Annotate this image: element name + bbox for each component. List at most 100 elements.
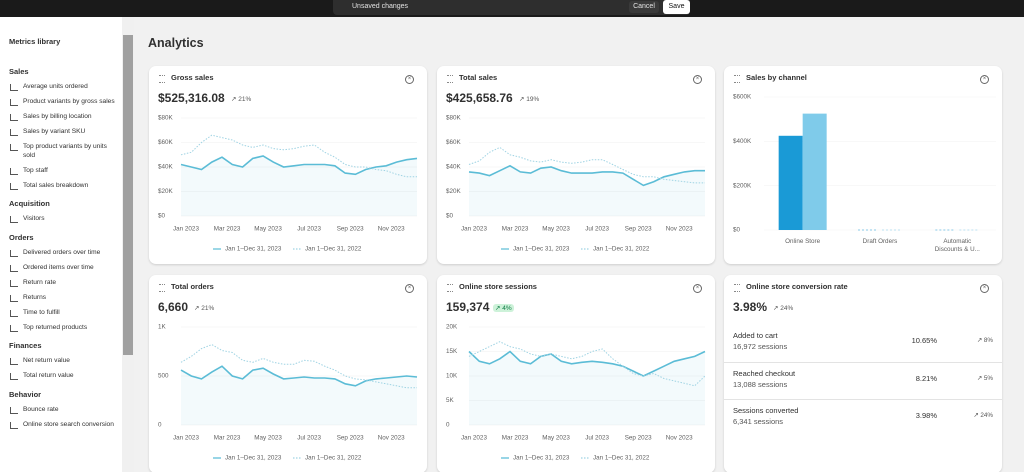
metric-item[interactable]: Net return value [10, 357, 115, 366]
line [180, 155, 418, 176]
card-total: 6,660 [158, 300, 189, 314]
metric-item[interactable]: Return rate [10, 279, 115, 288]
unsaved-message: Unsaved changes [352, 3, 409, 10]
chart: $0 $20K $40K $60K $80K Jan 2023 Mar 2023 May 20… [446, 115, 705, 253]
y-tick-label: $200K [733, 182, 752, 189]
metric-item[interactable]: Top returned products [10, 324, 115, 333]
y-tick-label: $20K [446, 188, 462, 195]
x-tick-label: Automatic Discounts & U... [934, 238, 980, 253]
section-items: Visitors [9, 215, 117, 224]
x-tick-label: Online Store [785, 238, 821, 245]
metric-item[interactable]: Time to fulfill [10, 309, 115, 318]
section-items: Average units ordered Product variants by… [9, 83, 117, 190]
metric-item[interactable]: Product variants by gross sales [10, 98, 115, 106]
legend-label: Jan 1–Dec 31, 2022 [593, 246, 650, 253]
card-title: Online store conversion rate [734, 282, 848, 292]
x-tick-label: Mar 2023 [214, 226, 241, 233]
x-tick-label: Mar 2023 [502, 435, 529, 442]
metric-item[interactable]: Ordered items over time [10, 264, 115, 273]
close-button[interactable]: × [693, 284, 702, 293]
metric-item[interactable]: Delivered orders over time [10, 249, 115, 258]
funnel-row: Sessions converted 6,341 sessions 3.98% 24% [724, 399, 1002, 436]
y-tick-label: $80K [446, 115, 462, 122]
legend-label: Jan 1–Dec 31, 2022 [305, 246, 362, 253]
card: Gross sales $525,316.08 21% × $0 $20K $40K $60K… [149, 66, 427, 264]
scrollbar[interactable] [123, 35, 133, 355]
close-button[interactable]: × [405, 284, 414, 293]
x-tick-label: Sep 2023 [337, 435, 364, 442]
x-tick-label: Jan 2023 [461, 226, 487, 233]
cancel-button[interactable]: Cancel [629, 1, 659, 13]
chart: $0 $20K $40K $60K $80K Jan 2023 Mar 2023 May 20… [158, 115, 418, 253]
card-change: 24% [771, 304, 795, 312]
row-rate: 10.65% [911, 336, 937, 345]
y-tick-label: 0 [158, 422, 162, 429]
y-tick-label: $400K [733, 138, 752, 145]
row-sessions: 13,088 sessions [733, 380, 788, 389]
funnel-row: Reached checkout 13,088 sessions 8.21% 5% [724, 362, 1002, 399]
row-change: 24% [973, 412, 993, 419]
card-total: $525,316.08 [158, 91, 225, 105]
card-title: Online store sessions [447, 282, 537, 292]
area [469, 351, 705, 425]
y-tick-label: 10K [446, 373, 458, 380]
card-title: Gross sales [159, 73, 214, 83]
save-button[interactable]: Save [663, 0, 690, 14]
row-label: Reached checkout [733, 369, 796, 378]
y-tick-label: $60K [446, 139, 462, 146]
metric-item[interactable]: Top staff [10, 167, 115, 176]
close-button[interactable]: × [980, 75, 989, 84]
legend-label: Jan 1–Dec 31, 2022 [305, 455, 362, 462]
section-heading: Acquisition [9, 199, 50, 208]
y-tick-label: 0 [446, 422, 450, 429]
x-tick-label: Nov 2023 [378, 435, 405, 442]
chart: 0 500 1K Jan 2023 Mar 2023 May 2023 Jul 2023 Se… [158, 324, 418, 462]
y-tick-label: 15K [446, 348, 458, 355]
metric-item[interactable]: Sales by billing location [10, 113, 115, 122]
bar [778, 135, 803, 230]
legend-label: Jan 1–Dec 31, 2023 [513, 455, 570, 462]
metric-item[interactable]: Visitors [10, 215, 115, 224]
x-tick-label: May 2023 [542, 435, 570, 442]
section-heading: Orders [9, 232, 34, 242]
close-button[interactable]: × [980, 284, 989, 293]
x-tick-label: Jul 2023 [585, 226, 609, 233]
x-tick-label: Draft Orders [862, 238, 898, 245]
x-tick-label: Sep 2023 [625, 435, 652, 442]
legend-label: Jan 1–Dec 31, 2022 [593, 455, 650, 462]
line [468, 350, 706, 377]
row-change: 8% [977, 337, 993, 344]
close-button[interactable]: × [693, 75, 702, 84]
x-tick-label: Sep 2023 [337, 226, 364, 233]
metric-item[interactable]: Average units ordered [10, 83, 115, 92]
card-title: Total sales [446, 73, 498, 83]
card: Total orders 6,66021% × 0 500 1K Jan 2023 Mar 2… [149, 275, 427, 472]
section-items: Bounce rate Online store search conversio… [9, 406, 117, 430]
y-tick-label: 20K [446, 324, 458, 331]
chart: 0 5K 10K 15K 20K Jan 2023 Mar 2023 May 2023 Jul … [446, 324, 706, 462]
x-tick-label: Mar 2023 [502, 226, 529, 233]
sidebar: Metrics library Sales Average units order… [0, 17, 122, 472]
y-tick-label: $600K [733, 94, 752, 101]
card-change: 21% [192, 304, 216, 312]
metric-item[interactable]: Total return value [10, 372, 115, 381]
section-heading: Behavior [9, 389, 42, 399]
legend-label: Jan 1–Dec 31, 2023 [513, 246, 570, 253]
page-title: Analytics [148, 36, 204, 50]
metric-item[interactable]: Total sales breakdown [10, 182, 115, 191]
metric-item[interactable]: Top product variants by units sold [10, 143, 115, 160]
y-tick-label: $40K [446, 164, 462, 171]
metric-item[interactable]: Bounce rate [10, 406, 115, 415]
metric-item[interactable]: Sales by variant SKU [10, 128, 115, 137]
x-tick-label: May 2023 [254, 226, 282, 233]
x-tick-label: May 2023 [254, 435, 282, 442]
row-label: Sessions converted [733, 406, 799, 415]
metric-item[interactable]: Returns [10, 294, 115, 303]
y-tick-label: $40K [158, 164, 174, 171]
card-title: Total orders [159, 282, 214, 292]
card-title: Sales by channel [734, 73, 807, 83]
x-tick-label: May 2023 [542, 226, 570, 233]
close-button[interactable]: × [405, 75, 414, 84]
metric-item[interactable]: Online store search conversion [10, 420, 114, 429]
